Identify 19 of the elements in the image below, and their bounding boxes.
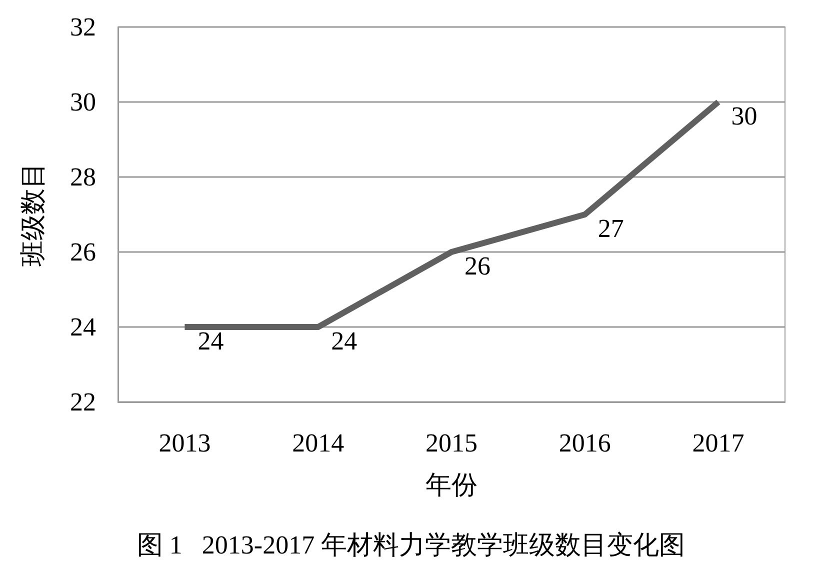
data-label: 27 [598, 214, 624, 243]
y-tick-label: 22 [70, 388, 96, 416]
x-axis-title: 年份 [426, 470, 478, 500]
y-axis-title: 班级数目 [18, 162, 48, 266]
data-label: 24 [198, 326, 224, 356]
text: 图 1 2013-2017 年材料力学教学班级数目变化图 [136, 530, 686, 560]
y-tick-label: 28 [70, 162, 96, 192]
x-tick-label: 2017 [692, 428, 744, 458]
y-tick-label: 26 [70, 238, 96, 266]
data-label: 26 [464, 252, 490, 280]
x-tick-label: 2013 [158, 428, 211, 458]
x-tick-label: 2014 [292, 428, 344, 458]
x-tick-label: 2015 [426, 428, 478, 458]
y-tick-label: 30 [70, 88, 96, 116]
data-label: 24 [331, 326, 358, 356]
x-tick-label: 2016 [558, 428, 611, 458]
data-label: 30 [731, 102, 758, 130]
y-tick-label: 32 [70, 12, 96, 42]
y-tick-label: 24 [70, 312, 96, 342]
